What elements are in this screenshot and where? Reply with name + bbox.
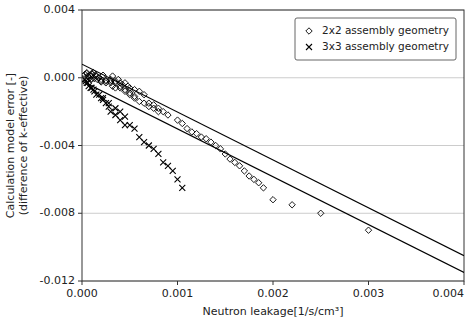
y-axis: -0.012 -0.008 -0.004 0.000 0.004 — [40, 3, 464, 287]
y-axis-label-line: (difference of k-effective) — [17, 76, 30, 216]
data-point — [146, 143, 152, 149]
legend-marker — [306, 44, 312, 50]
tick-label: 0.004 — [433, 287, 465, 300]
points — [82, 69, 372, 233]
grid-line — [82, 213, 464, 214]
data-point — [100, 95, 106, 101]
data-point — [112, 105, 118, 111]
data-point — [217, 146, 223, 152]
chart: -0.012-0.008-0.0040.0000.0040.0000.0010.… — [0, 0, 476, 323]
data-point — [170, 168, 176, 174]
y-axis-label: Calculation model error [-](difference o… — [4, 73, 30, 218]
tick-label: -0.012 — [40, 274, 75, 287]
data-point — [127, 122, 133, 128]
tick-mark — [78, 213, 82, 214]
tick-label: 0.003 — [353, 287, 385, 300]
tick-mark — [78, 10, 82, 11]
data-point — [160, 159, 166, 165]
data-point — [141, 139, 147, 145]
data-point — [165, 112, 171, 118]
plot-area — [82, 64, 464, 272]
data-point — [141, 91, 147, 97]
data-point — [106, 104, 112, 110]
data-point — [106, 100, 112, 106]
data-point — [91, 88, 97, 94]
trend-line — [82, 81, 464, 272]
legend-label: 2x2 assembly geometry — [322, 24, 449, 36]
x-axis-label: Neutron leakage[1/s/cm³] — [203, 305, 344, 318]
grid-line — [82, 77, 464, 78]
data-point — [175, 176, 181, 182]
tick-mark — [82, 281, 83, 285]
tick-label: 0.001 — [162, 287, 194, 300]
tick-label: -0.004 — [40, 139, 75, 152]
legend-label: 3x3 assembly geometry — [322, 40, 449, 52]
tick-mark — [273, 281, 274, 285]
data-point — [122, 114, 128, 120]
data-point — [289, 202, 295, 208]
tick-label: 0.000 — [44, 71, 76, 84]
data-point — [270, 197, 276, 203]
y-axis-label-line: Calculation model error [-] — [4, 73, 17, 218]
x-axis: 0.000 0.001 0.002 0.003 0.004 — [66, 281, 464, 300]
tick-mark — [78, 145, 82, 146]
tick-label: 0.000 — [66, 287, 98, 300]
data-point — [179, 120, 185, 126]
grid-line — [82, 145, 464, 146]
trend-line — [82, 64, 464, 255]
data-point — [260, 185, 266, 191]
tick-label: -0.008 — [40, 206, 75, 219]
tick-label: 0.002 — [257, 287, 289, 300]
plot-frame — [82, 10, 464, 281]
data-point — [236, 163, 242, 169]
data-point — [241, 168, 247, 174]
data-point — [222, 151, 228, 157]
data-point — [108, 109, 114, 115]
data-point — [365, 227, 371, 233]
data-point — [155, 151, 161, 157]
tick-mark — [78, 281, 82, 282]
tick-mark — [464, 281, 465, 285]
legend-box — [295, 18, 456, 60]
lines — [82, 64, 464, 272]
tick-mark — [78, 77, 82, 78]
tick-mark — [177, 281, 178, 285]
tick-label: 0.004 — [44, 3, 76, 16]
legend-marker — [306, 28, 312, 34]
data-point — [131, 93, 137, 99]
data-point — [318, 210, 324, 216]
legend: 2x2 assembly geometry 3x3 assembly geomet… — [295, 18, 456, 60]
data-point — [132, 126, 138, 132]
data-point — [255, 180, 261, 186]
tick-mark — [368, 281, 369, 285]
data-point — [179, 185, 185, 191]
